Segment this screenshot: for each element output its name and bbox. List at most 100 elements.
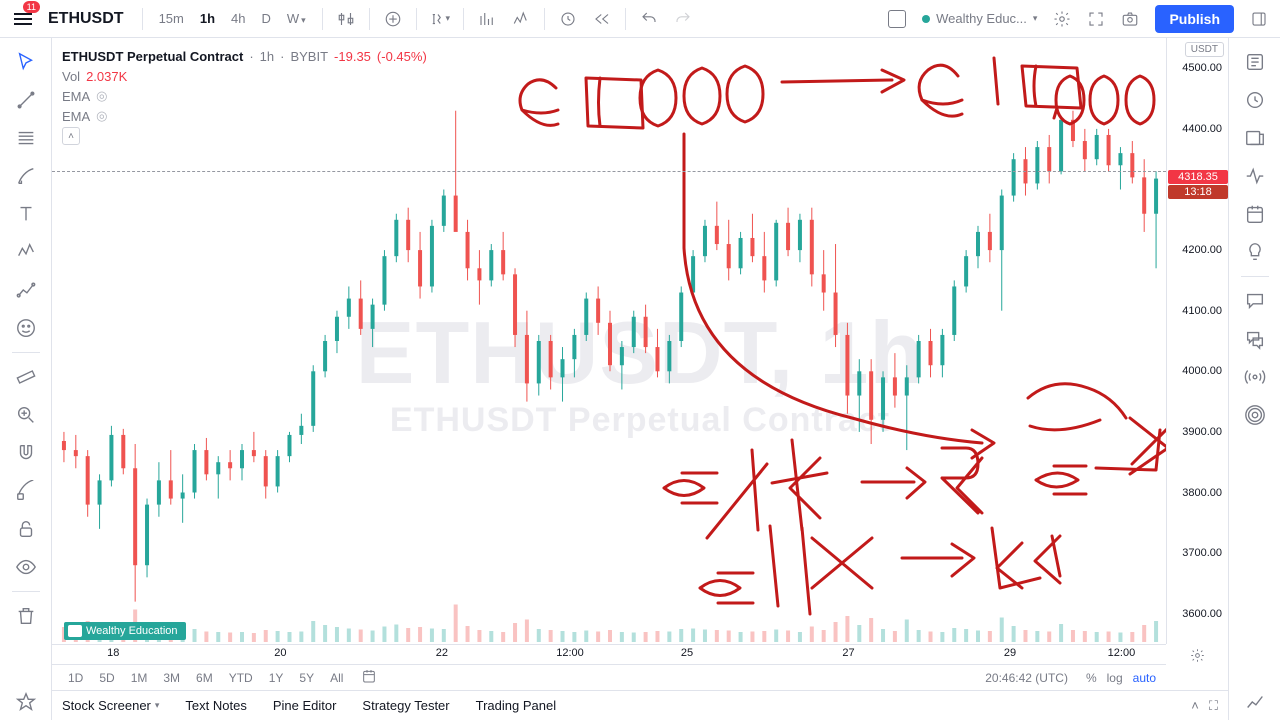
fullscreen-icon[interactable] — [1081, 4, 1111, 34]
timeframe-4h[interactable]: 4h — [223, 11, 253, 26]
y-tick: 3700.00 — [1182, 547, 1222, 559]
cloud-icon — [922, 15, 930, 23]
percent-toggle[interactable]: % — [1086, 671, 1097, 685]
clock-label[interactable]: 20:46:42 (UTC) — [985, 671, 1068, 685]
undo-icon[interactable] — [634, 4, 664, 34]
indicator-EMA-2[interactable]: EMA — [62, 109, 90, 124]
countdown-chip: 13:18 — [1168, 185, 1228, 199]
magnet-icon[interactable] — [8, 435, 44, 471]
x-tick: 22 — [436, 647, 448, 659]
crosshair-horizontal — [52, 171, 1166, 172]
hand-annotations — [520, 58, 1166, 614]
y-tick: 4100.00 — [1182, 305, 1222, 317]
menu-button[interactable]: 11 — [6, 2, 40, 36]
hotlist-icon[interactable] — [1237, 158, 1273, 194]
goto-date-icon[interactable] — [361, 668, 377, 687]
stream-icon[interactable] — [1237, 359, 1273, 395]
emoji-icon[interactable] — [8, 310, 44, 346]
favorite-icon[interactable] — [8, 684, 44, 720]
currency-chip[interactable]: USDT — [1185, 42, 1224, 57]
range-5Y[interactable]: 5Y — [293, 669, 320, 687]
zoom-icon[interactable] — [8, 397, 44, 433]
y-tick: 4000.00 — [1182, 365, 1222, 377]
patterns-icon[interactable] — [506, 4, 536, 34]
settings-icon[interactable] — [1047, 4, 1077, 34]
public-chat-icon[interactable] — [1237, 283, 1273, 319]
price-axis[interactable]: USDT 4500.004400.004300.004200.004100.00… — [1166, 38, 1228, 644]
panel-tab-text-notes[interactable]: Text Notes — [185, 698, 246, 713]
calendar-icon[interactable] — [1237, 196, 1273, 232]
collapse-legend-icon[interactable]: ˄ — [62, 127, 80, 145]
range-All[interactable]: All — [324, 669, 349, 687]
y-tick: 3900.00 — [1182, 426, 1222, 438]
timeframe-15m[interactable]: 15m — [151, 11, 192, 26]
layout-icon[interactable] — [882, 4, 912, 34]
account-menu[interactable]: Wealthy Educ... ▾ — [916, 11, 1043, 26]
panel-collapse-icon[interactable]: ˄ — [1191, 698, 1199, 714]
legend-title[interactable]: ETHUSDT Perpetual Contract — [62, 49, 243, 64]
ideas-icon[interactable] — [1237, 234, 1273, 270]
range-1Y[interactable]: 1Y — [263, 669, 290, 687]
panel-tab-strategy-tester[interactable]: Strategy Tester — [362, 698, 449, 713]
replay-icon[interactable] — [587, 4, 617, 34]
log-toggle[interactable]: log — [1107, 671, 1123, 685]
indicators-icon[interactable]: ▾ — [425, 4, 455, 34]
alert-icon[interactable] — [553, 4, 583, 34]
range-bar: 1D5D 1M3M6MYTD1Y5YAll 20:46:42 (UTC) % lo… — [52, 664, 1166, 690]
x-tick: 29 — [1004, 647, 1016, 659]
range-3M[interactable]: 3M — [157, 669, 186, 687]
panel-maximize-icon[interactable]: ⛶ — [1209, 698, 1218, 714]
last-price-chip: 4318.35 — [1168, 170, 1228, 184]
brush-icon[interactable] — [8, 158, 44, 194]
auto-toggle[interactable]: auto — [1133, 671, 1156, 685]
news-icon[interactable] — [1237, 120, 1273, 156]
timeframe-W[interactable]: W▾ — [279, 11, 314, 26]
fib-icon[interactable] — [8, 120, 44, 156]
indicator-EMA-1[interactable]: EMA — [62, 89, 90, 104]
hide-icon[interactable] — [8, 549, 44, 585]
templates-icon[interactable] — [472, 4, 502, 34]
panel-tab-pine-editor[interactable]: Pine Editor — [273, 698, 337, 713]
range-YTD[interactable]: YTD — [223, 669, 259, 687]
compare-icon[interactable] — [378, 4, 408, 34]
right-toolbar — [1228, 38, 1280, 720]
x-tick: 12:00 — [1108, 647, 1136, 659]
publish-button[interactable]: Publish — [1155, 5, 1234, 33]
patterns-tool-icon[interactable] — [8, 234, 44, 270]
snapshot-icon[interactable] — [1115, 4, 1145, 34]
candles-style-icon[interactable] — [331, 4, 361, 34]
timeframe-D[interactable]: D — [254, 11, 279, 26]
alerts-panel-icon[interactable] — [1237, 82, 1273, 118]
lock-drawings-icon[interactable] — [8, 473, 44, 509]
trendline-icon[interactable] — [8, 82, 44, 118]
visibility-off-icon[interactable]: ◎ — [96, 108, 107, 124]
panel-tab-stock-screener[interactable]: Stock Screener▾ — [62, 698, 159, 713]
range-5D[interactable]: 5D — [93, 669, 120, 687]
lock-icon[interactable] — [8, 511, 44, 547]
trash-icon[interactable] — [8, 598, 44, 634]
timeframe-1h[interactable]: 1h — [192, 11, 223, 26]
broadcast-icon[interactable] — [1237, 397, 1273, 433]
y-tick: 4200.00 — [1182, 244, 1222, 256]
attribution-chip[interactable]: Wealthy Education — [64, 622, 186, 640]
drawing-toolbar — [0, 38, 52, 720]
axis-settings-icon[interactable] — [1172, 645, 1222, 665]
range-6M[interactable]: 6M — [190, 669, 219, 687]
range-1M[interactable]: 1M — [125, 669, 154, 687]
panel-tab-trading-panel[interactable]: Trading Panel — [476, 698, 556, 713]
visibility-off-icon[interactable]: ◎ — [96, 88, 107, 104]
text-icon[interactable] — [8, 196, 44, 232]
private-chat-icon[interactable] — [1237, 321, 1273, 357]
ruler-icon[interactable] — [8, 359, 44, 395]
cursor-icon[interactable] — [8, 44, 44, 80]
redo-icon[interactable] — [668, 4, 698, 34]
y-tick: 3600.00 — [1182, 608, 1222, 620]
symbol-search[interactable]: ETHUSDT — [48, 10, 124, 28]
time-axis[interactable]: 18202212:0025272912:00 — [52, 644, 1166, 664]
range-1D[interactable]: 1D — [62, 669, 89, 687]
forecast-icon[interactable] — [8, 272, 44, 308]
watchlist-icon[interactable] — [1237, 44, 1273, 80]
collapse-right-icon[interactable] — [1237, 684, 1273, 720]
panel-toggle-icon[interactable] — [1244, 4, 1274, 34]
chart-legend: ETHUSDT Perpetual Contract · 1h · BYBIT … — [62, 46, 427, 146]
